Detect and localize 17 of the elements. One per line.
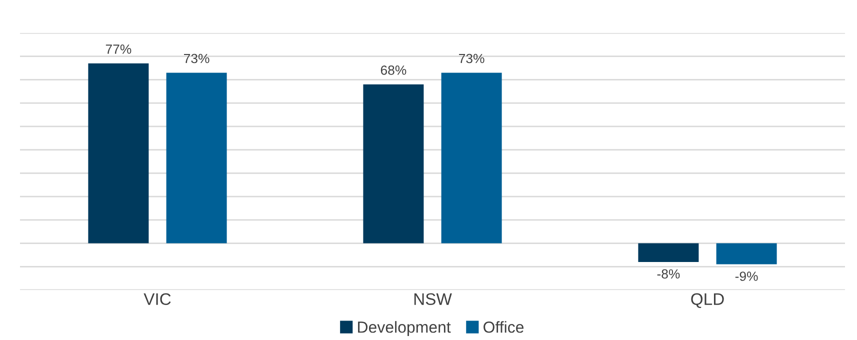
x-tick-label: QLD: [691, 293, 724, 308]
x-tick-label: VIC: [144, 293, 171, 306]
data-label: 73%: [184, 54, 210, 64]
data-label: -8%: [657, 269, 680, 279]
bar: [441, 72, 502, 244]
data-label: -9%: [735, 272, 758, 281]
bar: [363, 84, 424, 244]
bar: [166, 72, 227, 244]
x-tick-label: NSW: [414, 293, 452, 306]
bar: [716, 243, 777, 264]
data-label: 77%: [106, 44, 132, 54]
bar: [638, 243, 699, 262]
legend-label: Development: [358, 321, 451, 336]
data-label: 73%: [459, 54, 484, 64]
data-label: 68%: [380, 66, 406, 75]
bar: [88, 63, 149, 244]
legend-label: Office: [484, 321, 524, 333]
